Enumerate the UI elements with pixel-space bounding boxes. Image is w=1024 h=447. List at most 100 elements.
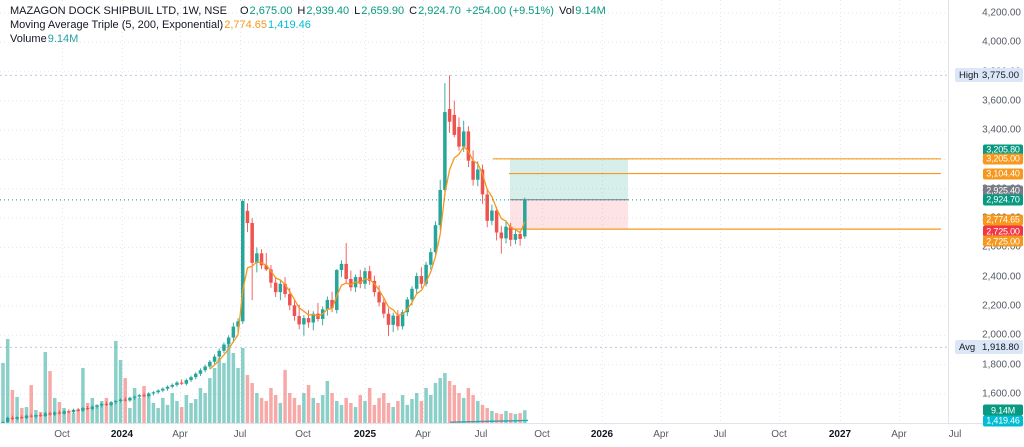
candle-body: [344, 263, 348, 279]
candle-body: [396, 315, 400, 327]
price-chart-canvas[interactable]: [0, 0, 948, 423]
avg-marker-value: 1,918.80: [982, 341, 1019, 353]
volume-bar: [447, 381, 452, 423]
candle-body: [128, 397, 132, 401]
volume-bar: [250, 382, 254, 423]
volume-bar: [320, 395, 325, 423]
volume-bar: [372, 404, 377, 423]
candle-body: [67, 411, 71, 413]
volume-bar: [471, 395, 475, 423]
symbol-title[interactable]: MAZAGON DOCK SHIPBUIL LTD, 1W, NSE: [10, 5, 227, 17]
volume-bar: [490, 410, 494, 423]
volume-bar: [151, 402, 156, 423]
candle-body: [457, 127, 461, 147]
close-value: 2,924.70: [418, 5, 461, 17]
candle-body: [424, 264, 428, 284]
price-badge: 2,924.70: [983, 194, 1023, 206]
volume-bar: [5, 339, 10, 423]
candle-body: [466, 131, 471, 161]
volume-bar: [414, 393, 419, 423]
time-scale[interactable]: Oct 2024 Apr Jul Oct 2025 Apr Jul Oct 2026 Apr Jul O…: [0, 423, 1024, 447]
candle-body: [170, 384, 174, 387]
candle-body: [193, 373, 198, 378]
candle-body: [443, 112, 447, 191]
volume-bar: [335, 401, 339, 423]
volume-indicator-row: Volume9.14M: [10, 33, 606, 46]
volume-bar: [523, 410, 527, 423]
price-badge: 2,725.00: [983, 235, 1023, 247]
price-scale[interactable]: 4,200.004,000.003,800.003,600.003,400.00…: [948, 0, 1024, 427]
volume-bar: [306, 385, 311, 423]
volume-bar: [67, 410, 71, 423]
candle-body: [306, 318, 311, 323]
volume-bar: [367, 388, 372, 423]
volume-bar: [109, 402, 113, 423]
volume-bar: [95, 404, 99, 423]
high-label: H: [297, 5, 306, 17]
volume-bar: [513, 414, 518, 423]
volume-bar: [438, 378, 442, 423]
candle-body: [217, 350, 221, 357]
candle-body: [208, 361, 212, 367]
candle-body: [175, 382, 179, 385]
price-tick-label: 3,400.00: [982, 124, 1021, 136]
volume-bar: [104, 397, 109, 423]
candle-body: [184, 380, 189, 384]
candle-body: [57, 412, 62, 414]
volume-bar: [283, 369, 287, 423]
candle-body: [146, 393, 151, 397]
ma-indicator-label[interactable]: Moving Average Triple (5, 200, Exponenti…: [10, 19, 224, 31]
volume-bar: [179, 407, 184, 423]
volume-bar: [499, 414, 504, 423]
candle-body: [38, 415, 43, 417]
candle-body: [358, 277, 363, 284]
volume-bar: [222, 362, 226, 423]
volume-bar: [137, 397, 142, 423]
volume-bar: [208, 378, 212, 423]
avg-marker-label: Avg: [959, 341, 976, 353]
ema-5-line: [209, 145, 526, 370]
candle-body: [278, 283, 283, 293]
candle-body: [15, 417, 19, 419]
volume-bar: [48, 371, 52, 423]
price-badge: 3,205.80: [983, 144, 1023, 156]
volume-bar: [288, 393, 292, 423]
volume-bar: [10, 389, 15, 423]
volume-bar: [433, 382, 438, 423]
volume-bar: [15, 396, 19, 423]
candle-body: [363, 271, 367, 284]
candle-body: [508, 226, 513, 240]
candle-body: [410, 288, 414, 300]
volume-bar: [62, 408, 66, 423]
candle-body: [132, 396, 137, 398]
time-tick-label: Oct: [771, 429, 787, 440]
volume-bar: [85, 402, 90, 423]
time-tick-label: 2027: [828, 429, 852, 440]
candle-body: [302, 318, 306, 325]
low-value: 2,659.90: [361, 5, 405, 17]
volume-bar: [38, 411, 43, 423]
volume-indicator-label[interactable]: Volume: [10, 33, 47, 45]
volume-bar: [203, 393, 207, 423]
volume-bar: [302, 393, 306, 423]
volume-bar: [429, 395, 433, 423]
volume-bar: [118, 360, 123, 423]
price-badge: 3,104.40: [983, 168, 1023, 180]
candle-body: [203, 366, 207, 371]
candle-body: [433, 225, 438, 253]
candle-body: [386, 313, 391, 325]
volume-bar: [90, 397, 95, 423]
candle-body: [288, 294, 292, 306]
candle-body: [90, 406, 95, 409]
volume-bar: [142, 386, 146, 423]
vol-label: Vol: [558, 5, 575, 17]
candle-body: [226, 337, 231, 345]
long-position-profit-zone: [510, 158, 628, 200]
candle-body: [71, 409, 76, 413]
candle-body: [382, 302, 386, 314]
price-badge: 9.14M: [983, 404, 1023, 416]
price-tick-label: 1,600.00: [982, 388, 1021, 400]
volume-bar: [339, 404, 344, 423]
volume-bar: [71, 413, 76, 423]
high-marker-value: 3,775.00: [982, 69, 1019, 81]
